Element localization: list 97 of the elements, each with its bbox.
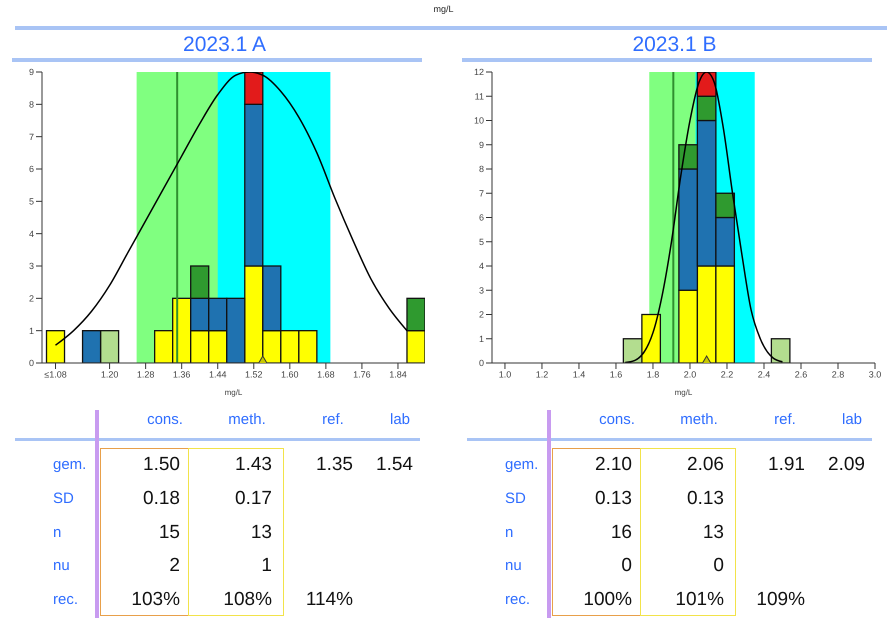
y-tick-label: 1 <box>478 334 484 344</box>
text: 103% <box>131 589 180 610</box>
y-tick-label: 8 <box>478 164 484 174</box>
y-tick-label: 5 <box>28 196 34 207</box>
text: mg/L <box>432 4 454 14</box>
text: 100% <box>583 589 632 610</box>
text: 101% <box>675 589 724 610</box>
x-tick-label: 2.8 <box>832 369 844 380</box>
line-series <box>624 72 784 363</box>
text: 1.50 <box>143 454 180 475</box>
y-tick-label: 0 <box>478 358 484 368</box>
x-tick-label: 1.0 <box>498 369 512 380</box>
y-tick-label: 7 <box>478 188 484 198</box>
category-label: rec. <box>53 591 78 608</box>
category-label: lab <box>388 411 412 428</box>
x-axis-title: mg/L <box>674 388 693 397</box>
x-tick-label: 3.0 <box>868 369 882 380</box>
chart-title: 2023.1 B <box>631 32 718 58</box>
text: 109% <box>756 589 805 610</box>
x-tick-label: 1.60 <box>281 369 299 380</box>
text: 2 <box>169 555 180 576</box>
text: 1.35 <box>316 454 353 475</box>
category-label: meth. <box>679 411 719 428</box>
x-tick-label: 1.36 <box>172 369 190 380</box>
x-tick-label: 1.28 <box>136 369 154 380</box>
y-tick-label: 0 <box>28 358 34 368</box>
y-tick-label: 11 <box>474 91 484 102</box>
y-tick-label: 4 <box>28 228 34 239</box>
text: 2.06 <box>687 454 724 475</box>
x-tick-label: 1.44 <box>208 369 226 380</box>
category-label: SD <box>53 490 74 507</box>
x-tick-label: 1.76 <box>353 369 371 380</box>
category-label: SD <box>505 490 526 507</box>
y-tick-label: 7 <box>28 132 34 142</box>
category-label: meth. <box>227 411 267 428</box>
text: 1.91 <box>768 454 805 475</box>
category-label: nu <box>53 557 70 574</box>
x-tick-label: 2.2 <box>720 369 734 380</box>
text: 1.54 <box>376 454 413 475</box>
text: 0.13 <box>687 488 724 509</box>
text: 16 <box>610 522 632 543</box>
y-tick-label: 10 <box>474 116 484 126</box>
x-tick-label: 1.52 <box>245 369 263 380</box>
y-tick-label: 2 <box>28 294 34 304</box>
y-tick-label: 1 <box>28 326 34 336</box>
x-tick-label: 1.8 <box>646 369 660 380</box>
x-tick-label: 1.20 <box>100 369 118 380</box>
text: 0.13 <box>595 488 632 509</box>
y-tick-label: 8 <box>28 100 34 110</box>
text: 0.17 <box>235 488 272 509</box>
y-tick-label: 3 <box>28 261 34 272</box>
category-label: n <box>53 524 62 541</box>
bar <box>46 330 66 363</box>
text: 114% <box>306 589 353 610</box>
x-tick-label: 1.68 <box>317 369 335 380</box>
category-label: cons. <box>598 411 636 428</box>
text: 0.18 <box>143 488 180 509</box>
text: 0 <box>713 555 724 576</box>
x-tick-label: 2.0 <box>684 369 696 380</box>
x-tick-label: ≤1.08 <box>44 369 67 380</box>
category-label: n <box>505 524 514 541</box>
bar <box>770 338 791 363</box>
text: 1.43 <box>235 454 272 475</box>
text: 2.10 <box>595 454 632 475</box>
chart-title: 2023.1 A <box>182 32 267 58</box>
y-tick-label: 5 <box>478 236 484 247</box>
text: 13 <box>702 522 724 543</box>
text: 1 <box>261 555 272 576</box>
x-tick-label: 1.6 <box>610 369 622 380</box>
y-tick-label: 4 <box>478 261 484 272</box>
y-tick-label: 2 <box>478 310 484 320</box>
x-tick-label: 1.4 <box>572 369 586 380</box>
text: 0 <box>621 555 632 576</box>
y-tick-label: 9 <box>28 67 34 78</box>
x-axis-title: mg/L <box>224 388 243 397</box>
text: 108% <box>223 589 272 610</box>
category-label: gem. <box>505 456 538 473</box>
category-label: ref. <box>321 411 345 428</box>
x-tick-label: 2.4 <box>758 369 770 380</box>
text: 13 <box>250 522 272 543</box>
category-label: gem. <box>53 456 86 473</box>
text: 15 <box>158 522 180 543</box>
y-tick-label: 3 <box>478 285 484 296</box>
x-tick-label: 2.6 <box>794 369 808 380</box>
category-label: lab <box>840 411 864 428</box>
category-label: ref. <box>773 411 797 428</box>
line-series <box>54 72 408 346</box>
category-label: nu <box>505 557 522 574</box>
y-tick-label: 6 <box>28 164 34 174</box>
category-label: cons. <box>146 411 184 428</box>
y-tick-label: 9 <box>478 140 484 150</box>
category-label: rec. <box>505 591 530 608</box>
y-tick-label: 6 <box>478 212 484 223</box>
y-tick-label: 12 <box>474 67 484 78</box>
x-tick-label: 1.84 <box>389 369 407 380</box>
x-tick-label: 1.2 <box>536 369 548 380</box>
text: 2.09 <box>828 454 865 475</box>
